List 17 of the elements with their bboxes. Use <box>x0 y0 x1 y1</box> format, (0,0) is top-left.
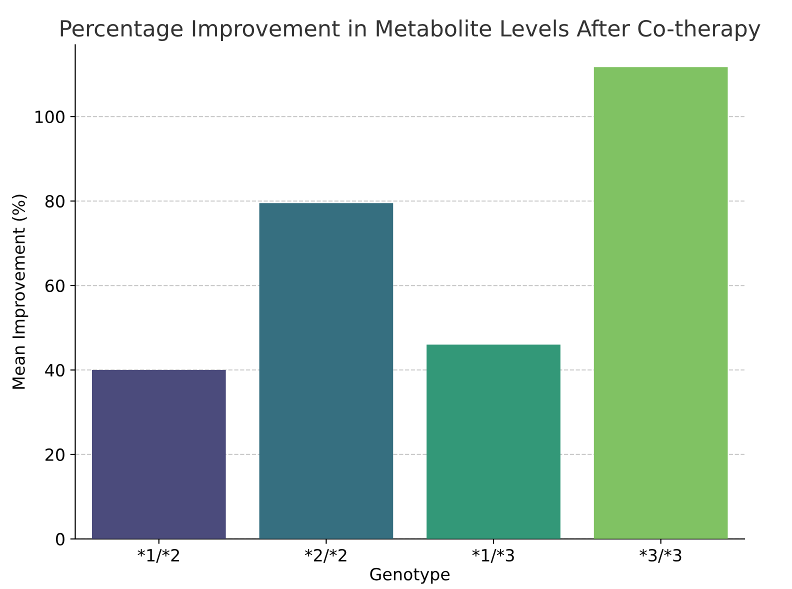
y-tick-label: 0 <box>56 532 64 546</box>
x-axis-title: Genotype <box>370 568 450 584</box>
x-tick-label: *2/*2 <box>304 548 346 563</box>
x-tick-label: *1/*2 <box>138 548 179 563</box>
x-tick-label: *3/*3 <box>640 548 682 563</box>
y-tick-label: 20 <box>46 448 64 462</box>
y-tick-label: 40 <box>45 364 64 377</box>
y-tick-label: 100 <box>36 110 64 124</box>
bar <box>92 370 226 539</box>
bar <box>426 344 560 539</box>
bar <box>259 203 394 539</box>
y-tick-label: 60 <box>45 279 64 292</box>
chart-title: Percentage Improvement in Metabolite Levels After Co-therapy <box>60 20 760 42</box>
x-tick-label: *1/*3 <box>472 548 514 563</box>
bar <box>594 67 728 539</box>
y-tick-label: 80 <box>45 195 64 208</box>
y-axis-title: Mean Improvement (%) <box>12 194 28 389</box>
